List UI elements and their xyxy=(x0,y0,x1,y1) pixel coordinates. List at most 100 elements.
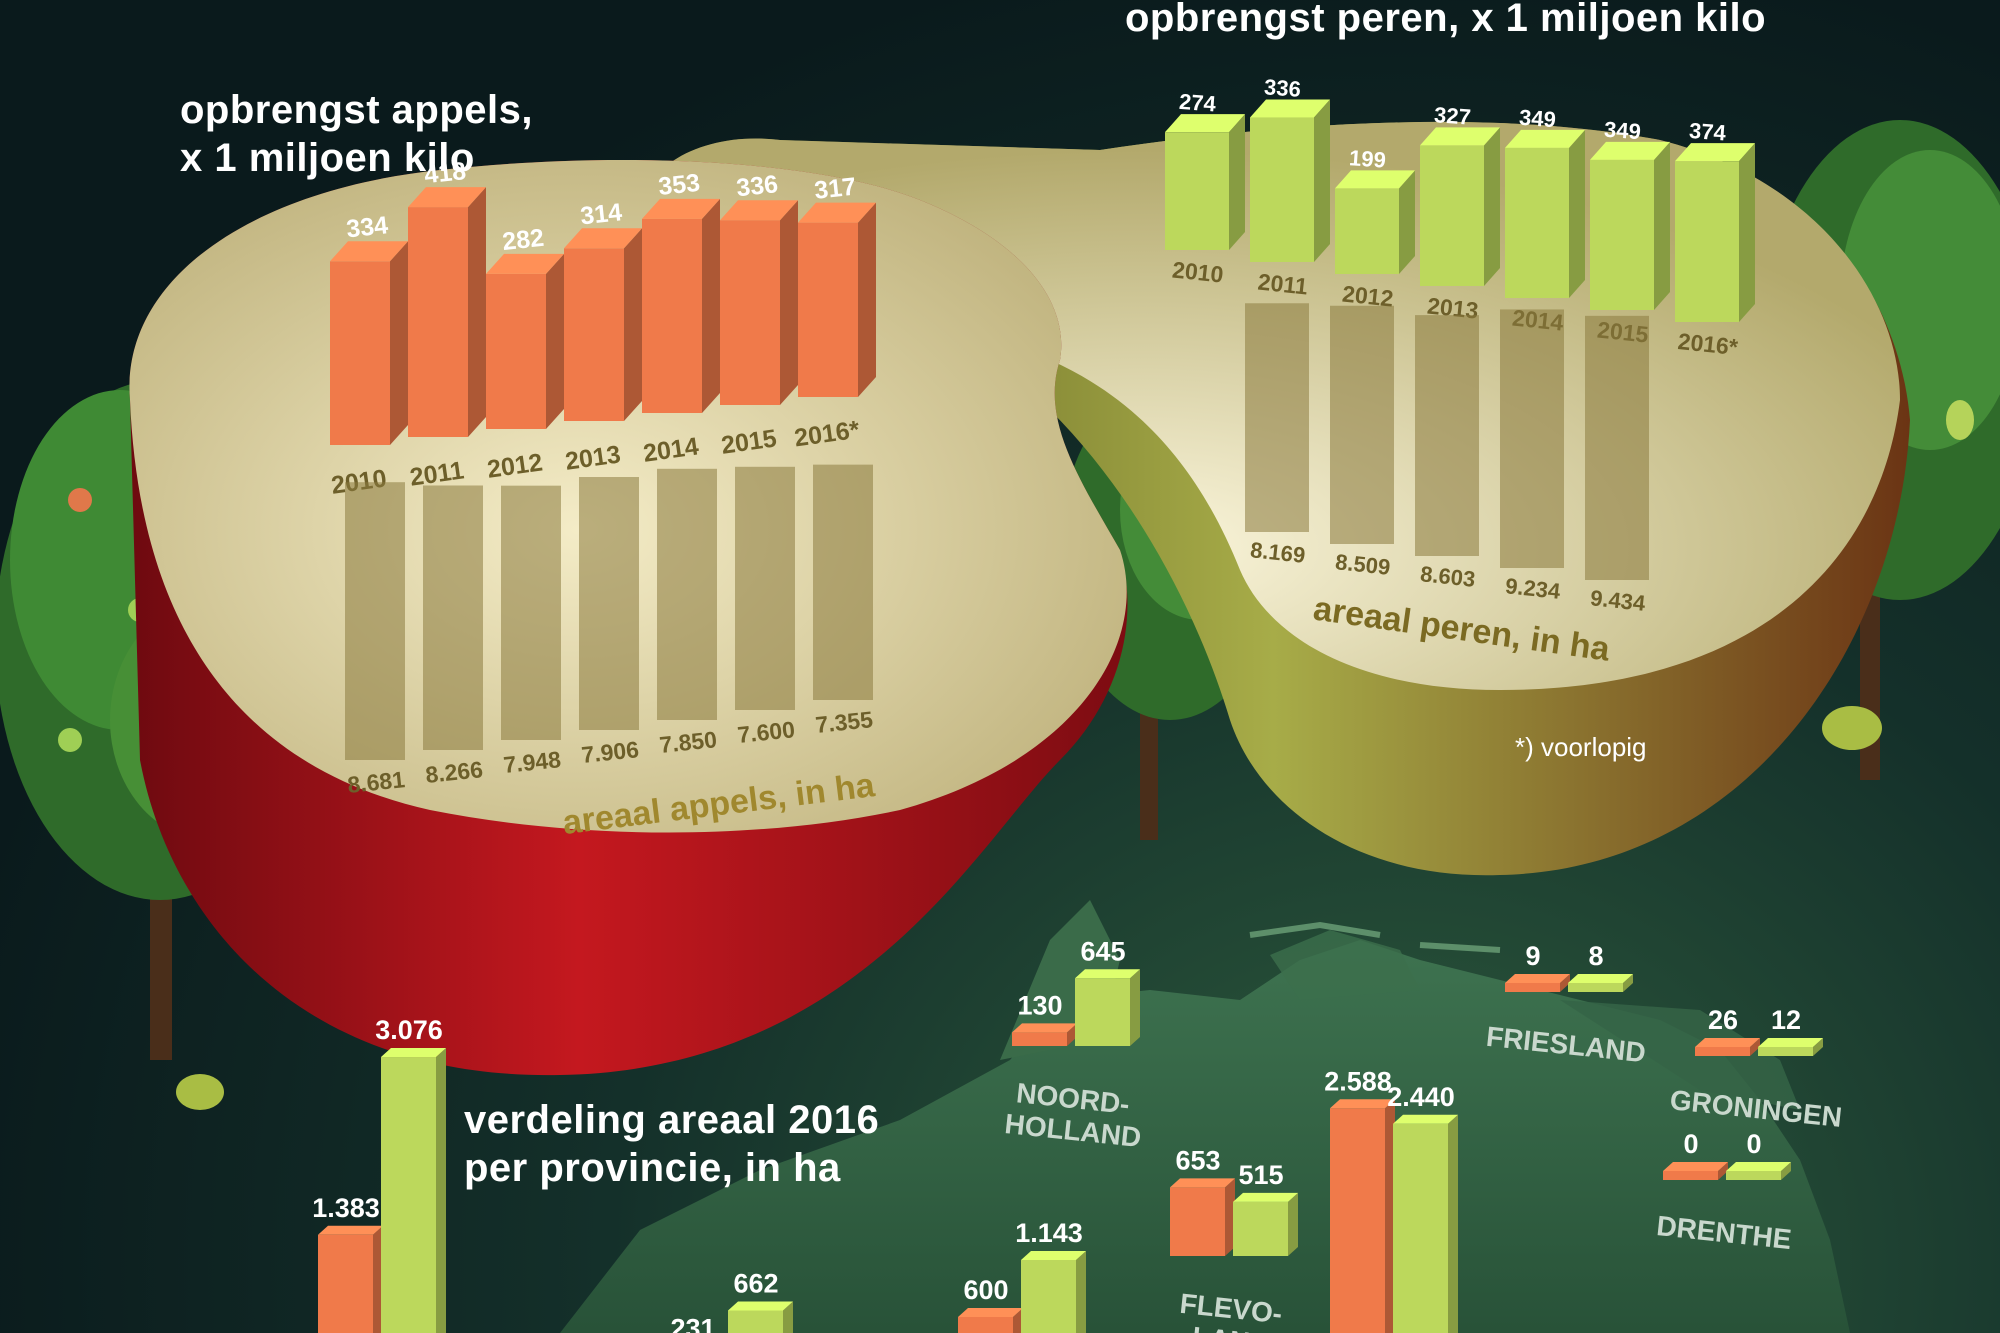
pear-yield-value: 349 xyxy=(1603,117,1641,145)
apple-yield-bar-front xyxy=(408,207,468,437)
pear-area-bar xyxy=(1500,309,1564,568)
province-apple-bar-top xyxy=(1012,1023,1077,1033)
province-pear-bar-front xyxy=(728,1310,783,1333)
province-apple-bar-side xyxy=(1385,1099,1395,1333)
province-pear-bar xyxy=(1568,974,1633,992)
province-apple-bar-top xyxy=(1505,974,1570,983)
province-pear-bar xyxy=(1758,1038,1823,1056)
province-apple-bar xyxy=(1170,1178,1235,1256)
pear-yield-bar-top xyxy=(1165,114,1245,133)
province-pear-bar-side xyxy=(1076,1250,1086,1333)
province-apple-value: 2.588 xyxy=(1324,1066,1392,1096)
province-pear-bar-top xyxy=(728,1301,793,1311)
province-heading-line1: verdeling areaal 2016 xyxy=(464,1098,880,1142)
province-apple-bar-top xyxy=(958,1308,1023,1317)
province-pear-bar-top xyxy=(1233,1192,1298,1202)
pear-yield-bar xyxy=(1250,99,1330,263)
apple-yield-bar-front xyxy=(486,273,546,429)
province-apple-bar-side xyxy=(1718,1162,1728,1180)
province-apple-value: 130 xyxy=(1017,990,1062,1020)
province-pear-bar-front xyxy=(1726,1171,1781,1180)
pear-yield-bar-top xyxy=(1420,127,1500,146)
pear-yield-value: 199 xyxy=(1348,145,1386,173)
province-pear-value: 662 xyxy=(733,1268,778,1298)
apple-yield-value: 334 xyxy=(345,211,390,243)
pear-yield-bar-front xyxy=(1590,159,1654,310)
apple-yield-bar-side xyxy=(780,200,798,405)
province-pear-value: 0 xyxy=(1746,1129,1761,1159)
province-pear-bar-front xyxy=(1233,1201,1288,1256)
pear-icon xyxy=(176,1074,224,1110)
province-pear-bar-front xyxy=(1075,978,1130,1046)
province-pear-bar-side xyxy=(436,1048,446,1333)
apple-area-value: 8.266 xyxy=(424,756,484,788)
province-apple-value: 9 xyxy=(1525,941,1540,971)
province-apple-bar-front xyxy=(1170,1187,1225,1256)
province-pear-bar-side xyxy=(1781,1162,1791,1180)
apple-yield-bar-side xyxy=(624,228,642,421)
apple-area-value: 7.948 xyxy=(502,746,562,778)
province-apple-bar-front xyxy=(1663,1171,1718,1180)
apple-yield-heading-line1: opbrengst appels, xyxy=(180,88,533,132)
province-pear-value: 3.076 xyxy=(375,1015,443,1045)
pear-yield-value: 349 xyxy=(1518,105,1556,133)
apple-yield-bar-top xyxy=(330,241,408,262)
province-apple-bar xyxy=(1695,1038,1760,1056)
apple-yield-bar-top xyxy=(564,228,642,249)
province-apple-bar-front xyxy=(1012,1032,1067,1046)
apple-yield-bar-side xyxy=(858,202,876,397)
apple-yield-bar xyxy=(564,228,642,421)
province-name: LAND xyxy=(1191,1321,1272,1333)
apple-yield-value: 314 xyxy=(579,198,624,230)
pear-yield-value: 336 xyxy=(1263,74,1301,102)
pear-area-value: 8.509 xyxy=(1334,549,1391,580)
pear-yield-year: 2016* xyxy=(1677,328,1740,360)
province-apple-bar xyxy=(318,1225,383,1333)
footnote: *) voorlopig xyxy=(1515,732,1647,762)
pear-yield-bar-side xyxy=(1739,143,1755,322)
province-apple-bar-side xyxy=(1560,974,1570,992)
pear-yield-year: 2010 xyxy=(1171,256,1225,287)
province-apple-value: 653 xyxy=(1175,1145,1220,1175)
apple-yield-bar-side xyxy=(702,198,720,413)
pear-yield-bar-top xyxy=(1335,170,1415,189)
pear-yield-bar-side xyxy=(1399,170,1415,274)
province-pear-bar-top xyxy=(1075,969,1140,979)
province-apple-value: 31 xyxy=(1601,1329,1631,1333)
pear-yield-bar-front xyxy=(1250,117,1314,263)
pear-yield-bar-side xyxy=(1654,141,1670,310)
pear-yield-bar xyxy=(1165,114,1245,251)
province-pear-bar-side xyxy=(1448,1114,1458,1333)
province-apple-bar-front xyxy=(1330,1108,1385,1333)
apple-area-bar xyxy=(657,468,717,720)
apple-yield-bar-top xyxy=(720,200,798,221)
province-apple-bar-side xyxy=(1013,1308,1023,1333)
province-apple-bar-top xyxy=(1695,1038,1760,1047)
apple-yield-bar-side xyxy=(468,187,486,437)
pear-yield-value: 327 xyxy=(1433,102,1471,130)
apple-yield-bar xyxy=(798,202,876,397)
pear-area-bar xyxy=(1245,303,1309,532)
pear-yield-year: 2011 xyxy=(1257,269,1310,300)
pear-yield-bar-side xyxy=(1484,127,1500,286)
pear-area-bar xyxy=(1415,315,1479,556)
pear-yield-bar-front xyxy=(1165,132,1229,250)
apple-yield-bar-top xyxy=(642,198,720,219)
province-apple-bar-top xyxy=(1330,1099,1395,1109)
pear-yield-bar-side xyxy=(1229,114,1245,251)
apple-yield-bar-top xyxy=(798,202,876,223)
province-pear-value: 8 xyxy=(1588,941,1603,971)
apple-yield-bar xyxy=(642,198,720,413)
province-apple-value: 231 xyxy=(670,1314,715,1333)
apple-yield-bar-side xyxy=(390,241,408,445)
province-pear-bar xyxy=(1726,1162,1791,1180)
province-pear-bar xyxy=(381,1048,446,1333)
pear-yield-bar-front xyxy=(1420,145,1484,286)
pear-area-value: 8.603 xyxy=(1419,561,1476,592)
pear-yield-bar xyxy=(1675,143,1755,322)
province-apple-bar-side xyxy=(1750,1038,1760,1056)
province-pear-bar-front xyxy=(1021,1259,1076,1333)
apple-yield-bar-top xyxy=(486,253,564,274)
province-heading: verdeling areaal 2016 per provincie, in … xyxy=(464,1096,879,1192)
